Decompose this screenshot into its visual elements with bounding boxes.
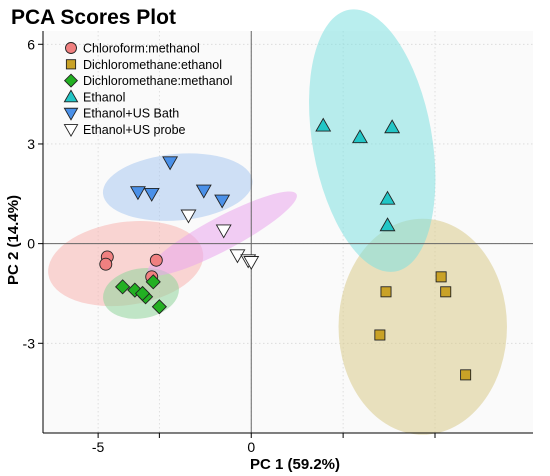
y-tick-label: 3 [27,136,35,152]
data-point [145,274,161,290]
legend-label: Ethanol [83,90,125,104]
x-axis-label: PC 1 (59.2%) [250,456,340,473]
confidence-ellipse [102,153,253,221]
data-point [380,286,392,298]
data-point [229,249,246,264]
legend-marker [63,73,79,88]
data-point [379,190,396,205]
data-point [215,224,232,239]
data-point [134,285,151,302]
data-point [162,156,179,171]
data-point [435,271,447,283]
axes: -5 0 -3 0 3 6 [23,31,533,455]
y-axis-label: PC 2 (14.4%) [5,195,22,285]
data-point [243,256,260,271]
y-tick-label: 0 [27,236,35,252]
data-point [351,129,368,144]
legend: Chloroform:methanol Dichloromethane:ethan… [63,42,232,138]
data-point [99,257,113,271]
data-point [374,329,386,341]
data-point [115,279,131,295]
legend-marker [63,107,79,121]
chart-title: PCA Scores Plot [11,6,176,29]
legend-label: Ethanol+US probe [83,123,186,137]
data-point [315,117,332,132]
data-point [379,217,396,232]
y-tick-label: -3 [23,335,36,351]
confidence-ellipse [309,9,436,272]
zero-lines [43,31,533,433]
legend-label: Chloroform:methanol [83,42,200,56]
data-point [440,286,452,298]
data-point [195,184,212,199]
confidence-ellipse [338,218,507,435]
data-point [214,194,231,209]
legend-label: Dichloromethane:methanol [83,74,232,88]
data-point [180,209,197,224]
legend-label: Dichloromethane:ethanol [83,58,222,72]
data-points [99,117,472,381]
legend-marker [63,124,79,138]
x-tick-label: -5 [92,439,105,455]
x-tick-label: 0 [247,439,255,455]
data-point [151,299,167,315]
data-point [129,186,146,201]
legend-marker [65,59,77,70]
data-point [384,119,401,134]
y-tick-label: 6 [27,36,35,52]
data-point [460,369,472,381]
legend-marker [63,89,79,103]
data-point [149,253,163,267]
legend-marker [65,42,77,54]
legend-label: Ethanol+US Bath [83,107,179,121]
data-point [143,187,160,202]
